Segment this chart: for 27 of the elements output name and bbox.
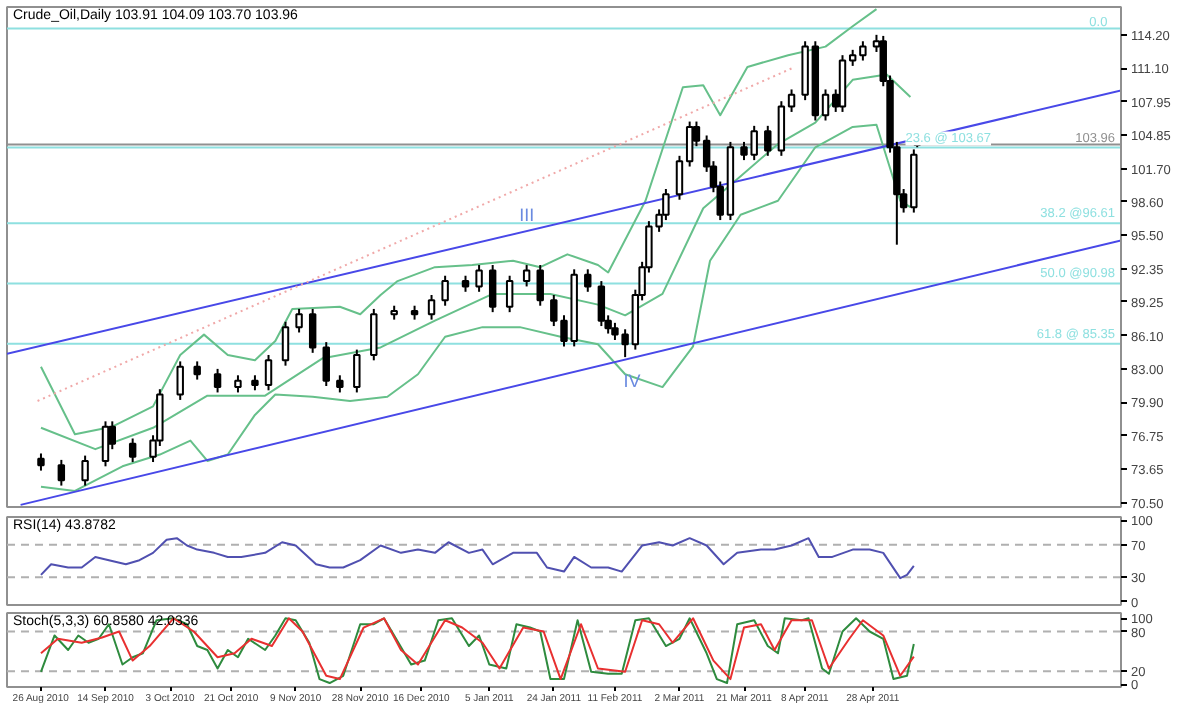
candlestick [193,360,201,381]
candlestick [536,264,544,307]
candlestick [57,458,66,487]
candlestick [281,320,290,367]
annotation: IV [623,370,641,391]
candlestick [475,264,483,293]
candlestick [213,367,222,394]
candlestick [264,353,273,392]
candlestick [101,420,110,468]
line-series [39,537,915,580]
candlestick [441,274,449,307]
candlestick [584,268,592,293]
candlestick [128,437,137,464]
candlestick [370,307,378,362]
candlestick [522,264,531,288]
candlestick [353,348,361,394]
candlestick [308,307,317,354]
candlestick [764,124,772,157]
candlestick [597,280,606,328]
candlestick [176,360,184,401]
candlestick [322,341,330,388]
candlestick [81,454,89,487]
annotation: III [519,204,535,225]
candlestick [488,264,497,314]
candlestick [505,274,514,314]
candlestick [427,294,436,321]
candlestick [295,307,303,334]
